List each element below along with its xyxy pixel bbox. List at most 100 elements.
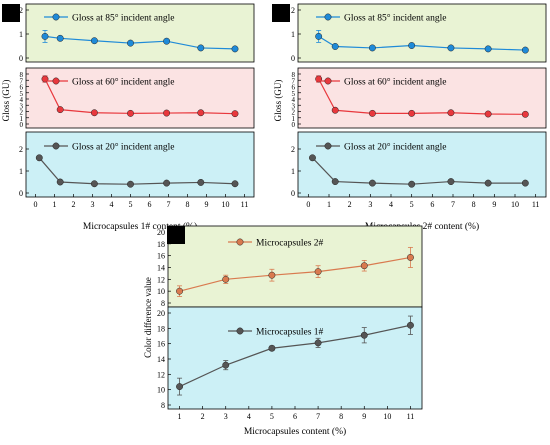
x-axis-label: Microcapsules content (%) (244, 426, 346, 437)
y-tick-label: 10 (157, 287, 165, 296)
subplot-2: 8 10 12 14 16 18 20 Microcapsules 1# (157, 306, 423, 410)
data-point (368, 44, 376, 52)
y-tick-label: 2 (291, 145, 295, 154)
y-tick-label: 1 (291, 167, 295, 176)
y-tick-label: 20 (157, 228, 165, 237)
y-tick-label: 2 (20, 109, 24, 117)
data-point (331, 106, 339, 114)
y-tick-label: 18 (157, 240, 165, 249)
data-point (407, 253, 414, 261)
x-tick-label: 10 (383, 412, 391, 421)
x-tick-label: 3 (224, 412, 228, 421)
legend-label: Gloss at 60° incident angle (72, 77, 174, 88)
y-tick-label: 1 (19, 30, 23, 39)
y-tick-label: 3 (20, 102, 24, 110)
subplot-frame (297, 3, 547, 63)
x-tick-label: 9 (492, 200, 496, 209)
data-point (176, 287, 183, 295)
data-point (163, 37, 171, 45)
data-point (41, 32, 49, 40)
y-tick-label: 7 (20, 77, 24, 85)
x-tick-label: 5 (270, 412, 274, 421)
data-point (127, 39, 134, 47)
panel-letter-badge (167, 226, 185, 244)
data-point (176, 383, 183, 391)
legend-marker (236, 327, 244, 335)
x-tick-label: 2 (348, 200, 352, 209)
x-tick-label: 5 (410, 200, 414, 209)
data-point (447, 178, 455, 186)
data-point (163, 179, 171, 187)
subplot-frame (25, 3, 255, 63)
data-point (408, 42, 416, 49)
y-tick-label: 8 (161, 299, 165, 308)
data-point (484, 110, 492, 118)
data-point (521, 110, 529, 118)
x-tick-label: 5 (129, 200, 133, 209)
data-point (56, 106, 64, 114)
data-point (521, 179, 529, 187)
data-point (90, 37, 98, 45)
y-tick-label: 0 (20, 121, 24, 129)
y-axis-label: Gloss (GU) (273, 80, 283, 122)
data-point (231, 45, 239, 53)
data-point (90, 109, 98, 117)
y-tick-label: 5 (20, 90, 24, 98)
y-tick-label: 2 (19, 145, 23, 154)
x-tick-label: 4 (247, 412, 251, 421)
y-tick-label: 12 (157, 370, 165, 379)
legend-label: Gloss at 20° incident angle (72, 142, 174, 153)
legend-marker (324, 142, 332, 150)
subplot-1: 8 10 12 14 16 18 20 Microcapsules 2# (157, 225, 423, 308)
x-axis-label: Microcapsules 1# content (%) (83, 221, 197, 232)
subplot-frame (25, 131, 255, 198)
y-tick-label: 0 (292, 121, 296, 129)
y-tick-label: 2 (292, 109, 296, 117)
x-tick-label: 1 (178, 412, 182, 421)
x-tick-label: 4 (389, 200, 393, 209)
panel-letter: C (171, 229, 180, 244)
y-tick-label: 8 (20, 71, 24, 79)
y-tick-label: 1 (19, 167, 23, 176)
data-point (447, 109, 455, 117)
data-point (231, 110, 239, 118)
data-point (447, 44, 455, 52)
panel-letter-badge (2, 4, 20, 22)
y-tick-label: 3 (292, 102, 296, 110)
data-point (90, 180, 98, 188)
y-tick-label: 1 (291, 30, 295, 39)
x-tick-label: 4 (110, 200, 114, 209)
x-tick-label: 11 (407, 412, 415, 421)
panel-letter: A (6, 7, 17, 22)
series-line (179, 256, 411, 292)
y-tick-label: 0 (19, 189, 23, 198)
data-point (368, 179, 376, 187)
y-tick-label: 10 (157, 386, 165, 395)
subplot-1: 0 1 2 Gloss at 85° incident angle (19, 3, 255, 63)
subplot-3: 0 1 2 Gloss at 20° incident angle (291, 131, 547, 198)
legend-label: Gloss at 60° incident angle (344, 77, 446, 88)
data-point (222, 361, 230, 369)
x-tick-label: 1 (327, 200, 331, 209)
data-point (163, 109, 171, 117)
data-point (222, 275, 230, 283)
legend-label: Gloss at 85° incident angle (72, 13, 174, 24)
subplot-frame (297, 67, 547, 129)
y-tick-label: 0 (19, 54, 23, 63)
y-tick-label: 4 (20, 96, 24, 104)
y-tick-label: 2 (19, 6, 23, 15)
data-point (368, 109, 376, 117)
x-tick-label: 10 (222, 200, 230, 209)
data-point (56, 34, 64, 42)
y-tick-label: 8 (292, 71, 296, 79)
subplot-frame (167, 225, 423, 308)
x-tick-label: 3 (368, 200, 372, 209)
legend-marker (52, 142, 60, 150)
data-point (315, 32, 323, 40)
legend-marker (324, 13, 332, 21)
y-axis-label: Gloss (GU) (1, 80, 11, 122)
panel-letter-badge (272, 4, 290, 22)
